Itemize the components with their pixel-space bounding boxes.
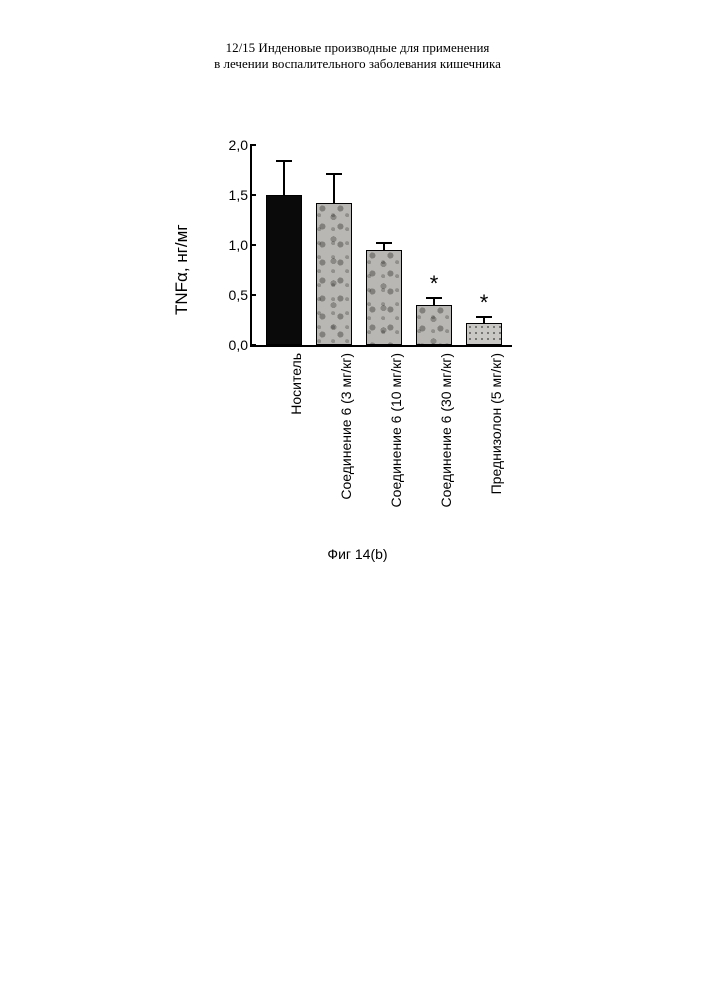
bar-fill [416, 305, 452, 345]
page: 12/15 Инденовые производные для применен… [0, 0, 715, 999]
error-cap [276, 160, 292, 162]
category-label: Носитель [288, 353, 304, 415]
bar-fill [316, 203, 352, 345]
bar: * [466, 323, 502, 345]
y-tick: 0,5 [208, 287, 248, 303]
category-label: Соединение 6 (30 мг/кг) [438, 353, 454, 507]
header-line-1: 12/15 Инденовые производные для применен… [0, 40, 715, 56]
category-labels: Носитель Соединение 6 (3 мг/кг) Соединение… [250, 353, 510, 553]
page-header: 12/15 Инденовые производные для применен… [0, 40, 715, 73]
y-tick: 1,0 [208, 237, 248, 253]
plot-area: ** [250, 145, 512, 347]
bar [366, 250, 402, 345]
bar [266, 195, 302, 345]
bar-chart: TNFα, нг/мг 0,00,51,01,52,0 ** НосительС… [180, 145, 535, 575]
bar-fill [466, 323, 502, 345]
significance-marker: * [430, 273, 439, 295]
category-label: Соединение 6 (10 мг/кг) [388, 353, 404, 507]
y-tick: 0,0 [208, 337, 248, 353]
y-tick: 1,5 [208, 187, 248, 203]
error-cap [376, 242, 392, 244]
error-cap [476, 316, 492, 318]
figure-caption: Фиг 14(b) [180, 546, 535, 562]
significance-marker: * [480, 292, 489, 314]
category-label: Соединение 6 (3 мг/кг) [338, 353, 354, 500]
category-label: Преднизолон (5 мг/кг) [488, 353, 504, 494]
header-line-2: в лечении воспалительного заболевания ки… [0, 56, 715, 72]
error-bar [283, 160, 285, 195]
y-tick: 2,0 [208, 137, 248, 153]
error-bar [333, 173, 335, 203]
bar-fill [266, 195, 302, 345]
bar [316, 203, 352, 345]
bar: * [416, 305, 452, 345]
bar-fill [366, 250, 402, 345]
y-axis-label: TNFα, нг/мг [172, 224, 192, 315]
error-cap [426, 297, 442, 299]
error-cap [326, 173, 342, 175]
